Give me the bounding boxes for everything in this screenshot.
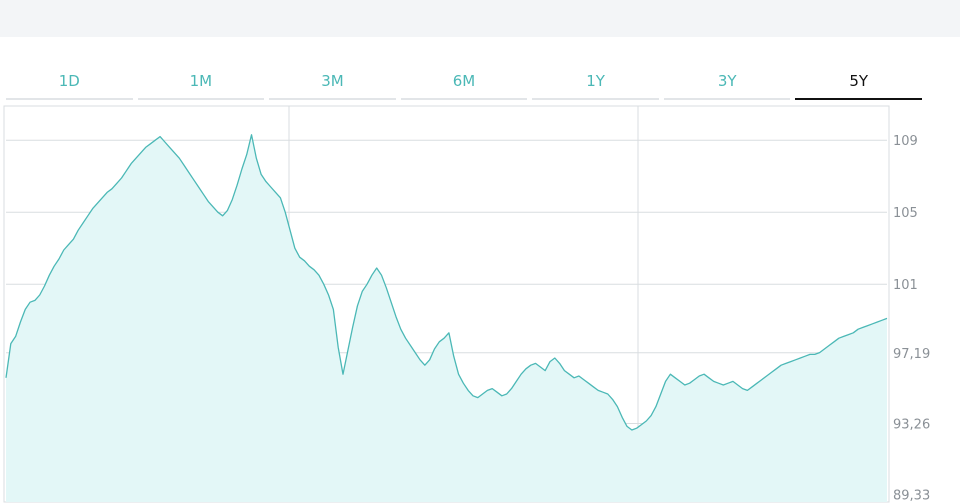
top-bar [0,0,960,37]
price-chart: 109 105 101 97,19 93,26 89,33 [0,104,960,504]
y-tick-label: 93,26 [893,418,930,433]
y-tick-label: 89,33 [893,488,930,503]
tab-1m[interactable]: 1M [137,64,265,100]
series-line [5,134,888,431]
chart-series [5,134,888,503]
tab-6m[interactable]: 6M [400,64,528,100]
tab-1d[interactable]: 1D [6,64,133,100]
y-axis-ticks: 109 105 101 97,19 93,26 89,33 [893,134,930,503]
price-chart-svg: 109 105 101 97,19 93,26 89,33 [3,105,930,503]
y-tick-label: 97,19 [893,347,930,362]
tab-1y[interactable]: 1Y [532,64,659,100]
range-tabs: 1D 1M 3M 6M 1Y 3Y 5Y [6,64,923,102]
tab-3m[interactable]: 3M [269,64,396,100]
tab-5y[interactable]: 5Y [795,64,923,100]
y-tick-label: 109 [893,134,918,149]
tab-3y[interactable]: 3Y [663,64,791,100]
y-tick-label: 105 [893,206,918,221]
y-tick-label: 101 [893,278,918,293]
series-area-fill [6,134,887,503]
